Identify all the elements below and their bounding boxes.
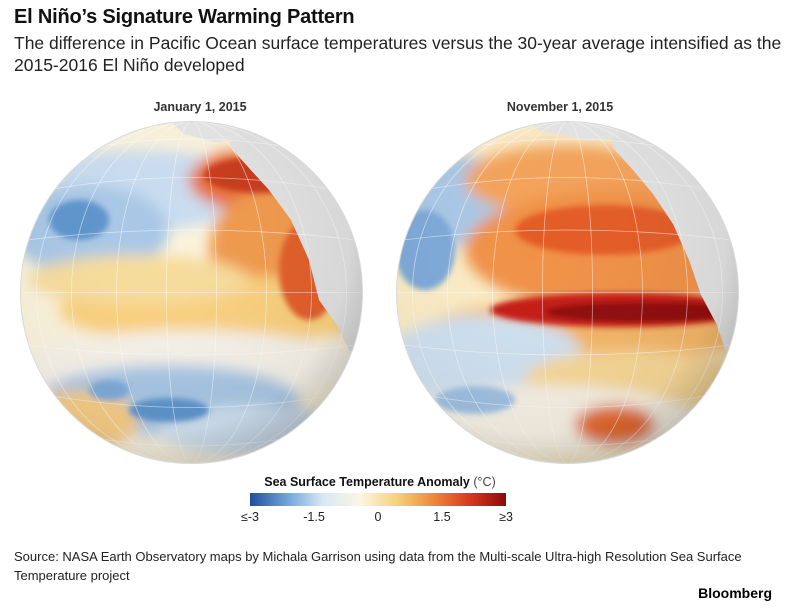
legend-tick-label: ≥3	[499, 510, 513, 524]
globe-map-november	[396, 121, 739, 464]
brand-logo: Bloomberg	[698, 585, 772, 601]
legend-title: Sea Surface Temperature Anomaly (°C)	[200, 475, 560, 489]
legend-tick-label: 1.5	[433, 510, 451, 524]
legend-tick-label: 0	[374, 510, 382, 524]
legend-title-text: Sea Surface Temperature Anomaly	[264, 475, 470, 489]
chart-title: El Niño’s Signature Warming Pattern	[14, 6, 355, 28]
legend-color-bar	[250, 493, 506, 506]
map-date-label-january: January 1, 2015	[153, 100, 247, 114]
globe-map-january	[20, 121, 363, 464]
source-note: Source: NASA Earth Observatory maps by M…	[14, 549, 742, 583]
legend-unit: (°C)	[473, 475, 496, 489]
legend-tick-label: -1.5	[303, 510, 325, 524]
legend-tick-label: ≤-3	[241, 510, 259, 524]
map-date-label-november: November 1, 2015	[506, 100, 614, 114]
chart-subtitle: The difference in Pacific Ocean surface …	[14, 33, 782, 75]
